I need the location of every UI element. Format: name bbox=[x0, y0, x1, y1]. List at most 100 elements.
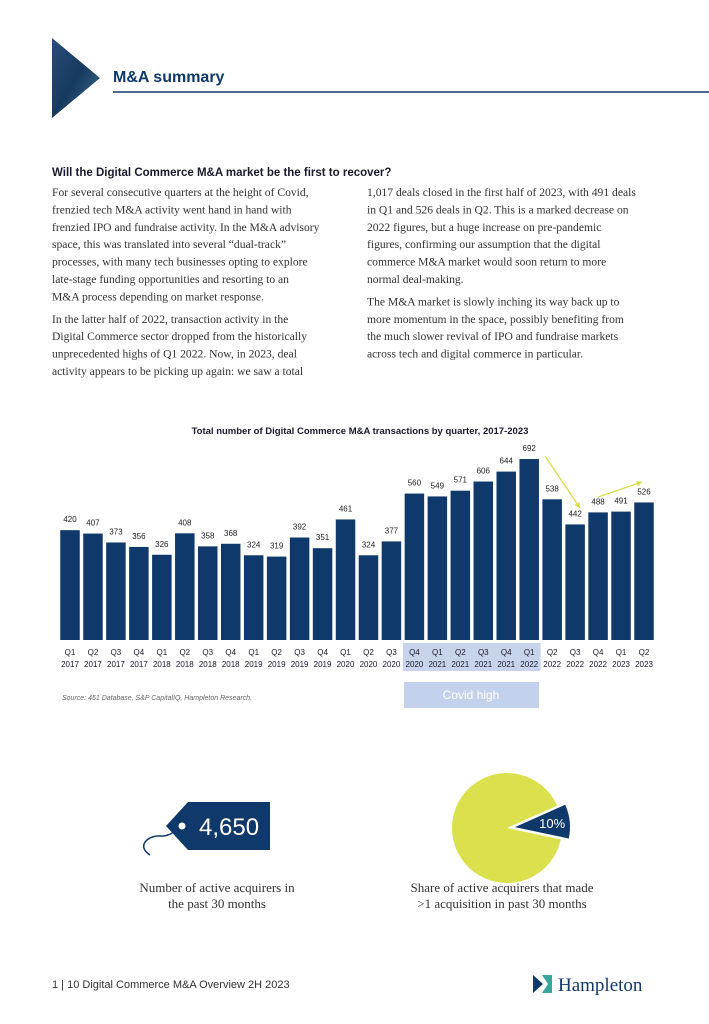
x-tick-label: 2021 bbox=[428, 660, 446, 669]
x-tick-label: Q1 bbox=[65, 648, 76, 657]
value-label: 692 bbox=[523, 444, 537, 453]
logo-icon bbox=[533, 975, 543, 993]
value-label: 408 bbox=[178, 518, 192, 527]
paragraph-line: in Q1 and 526 deals in Q2. This is a mar… bbox=[367, 203, 629, 216]
paragraph-line: commerce M&A market would soon return to… bbox=[367, 256, 606, 269]
bar bbox=[381, 541, 402, 640]
stat-value: 4,650 bbox=[199, 814, 259, 841]
x-tick-label: 2019 bbox=[268, 660, 286, 669]
paragraph-line: For several consecutive quarters at the … bbox=[52, 186, 309, 199]
bar bbox=[427, 496, 448, 640]
x-tick-label: Q2 bbox=[547, 648, 558, 657]
article-heading: Will the Digital Commerce M&A market be … bbox=[52, 167, 391, 179]
stat-caption: Number of active acquirers in bbox=[139, 880, 295, 895]
paragraph-line: across tech and digital commerce in part… bbox=[367, 348, 583, 361]
x-tick-label: 2021 bbox=[497, 660, 515, 669]
footer-text: 1 | 10 Digital Commerce M&A Overview 2H … bbox=[52, 979, 290, 991]
x-tick-label: Q3 bbox=[386, 648, 397, 657]
tag-dot bbox=[178, 822, 186, 830]
x-tick-label: Q2 bbox=[363, 648, 374, 657]
x-tick-label: 2018 bbox=[153, 660, 171, 669]
paragraph-line: frenzied IPO and fundraise activity. In … bbox=[52, 221, 320, 234]
bar bbox=[542, 499, 562, 640]
value-label: 644 bbox=[500, 457, 514, 466]
bar bbox=[611, 511, 631, 640]
annotation-label: Covid high bbox=[443, 688, 500, 702]
value-label: 560 bbox=[408, 479, 422, 488]
value-label: 488 bbox=[591, 497, 605, 506]
x-tick-label: Q1 bbox=[157, 648, 168, 657]
pie-slice bbox=[514, 804, 570, 839]
x-tick-label: 2019 bbox=[245, 660, 263, 669]
bar bbox=[243, 555, 264, 640]
chart-title: Total number of Digital Commerce M&A tra… bbox=[192, 426, 529, 437]
paragraph-line: frenzied tech M&A activity went hand in … bbox=[52, 203, 292, 216]
paragraph-line: space, this was translated into several … bbox=[52, 238, 286, 251]
stat-caption: the past 30 months bbox=[168, 896, 266, 911]
x-tick-label: 2021 bbox=[451, 660, 469, 669]
x-tick-label: 2023 bbox=[635, 660, 653, 669]
x-tick-label: Q3 bbox=[570, 648, 581, 657]
paragraph-line: In the latter half of 2022, transaction … bbox=[52, 313, 288, 326]
x-tick-label: 2020 bbox=[383, 660, 401, 669]
trend-arrowhead bbox=[574, 502, 580, 508]
tag bbox=[166, 802, 270, 850]
bar bbox=[83, 533, 103, 640]
x-tick-label: Q4 bbox=[134, 648, 145, 657]
x-tick-label: 2020 bbox=[406, 660, 424, 669]
x-tick-label: 2022 bbox=[589, 660, 607, 669]
paragraph-line: 2022 figures, but a huge increase on pre… bbox=[367, 221, 601, 234]
x-tick-label: Q1 bbox=[524, 648, 535, 657]
value-label: 526 bbox=[637, 487, 651, 496]
bar bbox=[129, 546, 149, 640]
x-tick-label: 2022 bbox=[566, 660, 584, 669]
value-label: 420 bbox=[63, 515, 77, 524]
value-label: 442 bbox=[568, 509, 582, 518]
x-tick-label: 2017 bbox=[61, 660, 79, 669]
x-tick-label: 2019 bbox=[314, 660, 332, 669]
x-tick-label: Q2 bbox=[455, 648, 466, 657]
value-label: 571 bbox=[454, 476, 468, 485]
value-label: 407 bbox=[86, 519, 100, 528]
x-tick-label: 2022 bbox=[543, 660, 561, 669]
x-tick-label: 2017 bbox=[130, 660, 148, 669]
bar bbox=[266, 556, 287, 640]
paragraph-line: more momentum in the space, possibly ben… bbox=[367, 313, 624, 326]
value-label: 356 bbox=[132, 532, 146, 541]
bar bbox=[60, 530, 80, 640]
trend-arrowhead bbox=[636, 480, 642, 487]
trend-arrow bbox=[597, 481, 643, 498]
annotation-box bbox=[404, 682, 539, 708]
x-tick-label: 2022 bbox=[520, 660, 538, 669]
bar bbox=[404, 493, 425, 640]
value-label: 368 bbox=[224, 529, 238, 538]
bar bbox=[312, 548, 333, 640]
paragraph-line: processes, with many tech businesses opt… bbox=[52, 256, 308, 269]
x-tick-label: Q2 bbox=[271, 648, 282, 657]
value-label: 351 bbox=[316, 533, 330, 542]
paragraph-line: the much slower revival of IPO and fundr… bbox=[367, 330, 619, 343]
chart-source: Source: 451 Database, S&P CapitalIQ, Ham… bbox=[62, 695, 252, 702]
bar bbox=[220, 543, 241, 640]
paragraph-line: normal deal-making. bbox=[367, 273, 464, 286]
x-tick-label: Q4 bbox=[317, 648, 328, 657]
x-tick-label: 2020 bbox=[337, 660, 355, 669]
x-tick-label: 2017 bbox=[107, 660, 125, 669]
value-label: 491 bbox=[614, 497, 628, 506]
x-tick-label: Q4 bbox=[593, 648, 604, 657]
value-label: 606 bbox=[477, 467, 491, 476]
paragraph-line: Digital Commerce sector dropped from the… bbox=[52, 330, 307, 343]
bar bbox=[358, 555, 379, 640]
x-tick-label: Q4 bbox=[409, 648, 420, 657]
paragraph-line: M&A process depending on market response… bbox=[52, 290, 264, 303]
value-label: 324 bbox=[362, 540, 376, 549]
pie-caption: Share of active acquirers that made bbox=[411, 880, 594, 895]
value-label: 373 bbox=[109, 527, 123, 536]
bar bbox=[565, 524, 585, 640]
bar bbox=[519, 459, 539, 640]
value-label: 324 bbox=[247, 540, 261, 549]
logo-icon bbox=[542, 975, 552, 993]
x-tick-label: Q2 bbox=[639, 648, 650, 657]
value-label: 461 bbox=[339, 504, 353, 513]
paragraph-line: 1,017 deals closed in the first half of … bbox=[367, 186, 636, 199]
